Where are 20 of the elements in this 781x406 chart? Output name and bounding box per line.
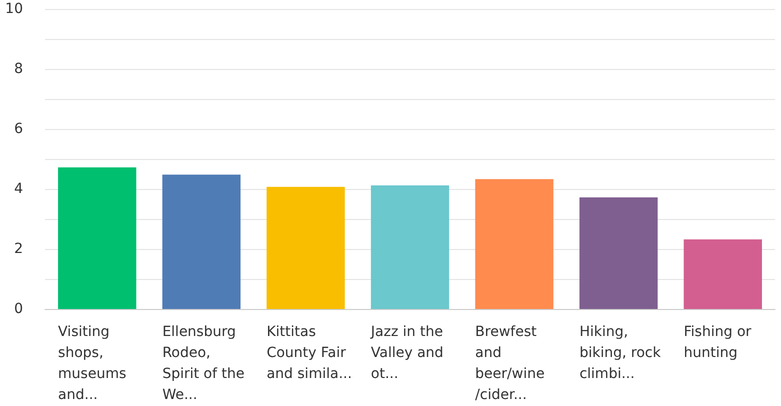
x-tick-label: Jazz in the Valley and ot... [370, 323, 444, 384]
bar [475, 179, 554, 309]
x-tick-label: Kittitas County Fair and simila... [266, 323, 353, 384]
bar [162, 174, 241, 309]
bar [58, 167, 136, 309]
y-tick-label: 6 [14, 121, 24, 137]
x-tick-label: Visiting shops, museums and... [58, 323, 128, 405]
x-tick-label: Hiking, biking, rock climbi... [579, 323, 662, 384]
bar [579, 197, 658, 309]
y-tick-label: 8 [14, 61, 23, 77]
y-tick-label: 0 [14, 301, 23, 317]
bar [684, 239, 762, 309]
y-tick-label: 4 [14, 181, 24, 197]
bar [370, 185, 450, 309]
y-tick-label: 2 [14, 241, 23, 257]
x-tick-label: Brewfest and beer/wine /cider... [475, 323, 546, 405]
bar [266, 186, 345, 309]
x-tick-label: Fishing or hunting [684, 323, 752, 363]
y-tick-label: 10 [5, 1, 23, 17]
x-tick-label: Ellensburg Rodeo, Spirit of the We... [162, 323, 246, 405]
